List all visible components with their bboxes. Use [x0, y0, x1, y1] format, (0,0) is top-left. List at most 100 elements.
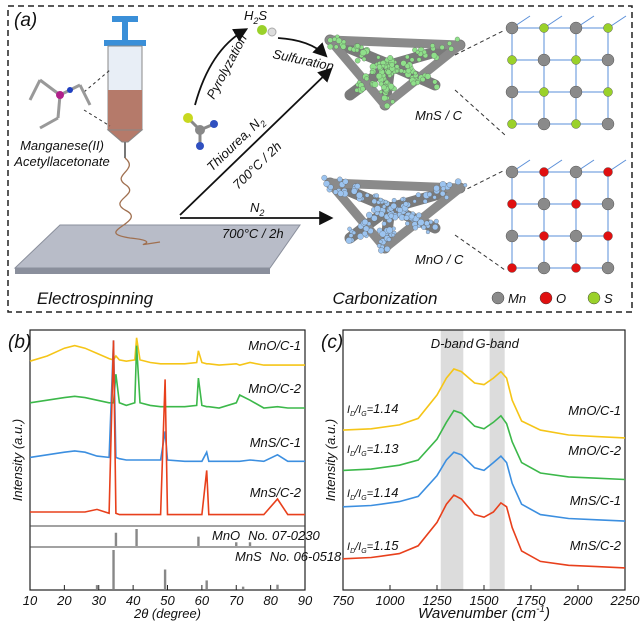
zoom-line	[454, 234, 506, 271]
particle	[381, 221, 387, 227]
plunger-rod	[122, 22, 128, 42]
x-tick-label: 2000	[563, 593, 594, 608]
atom	[537, 53, 551, 67]
atom	[537, 197, 551, 211]
particle	[391, 198, 397, 203]
particle	[415, 50, 420, 55]
reference-peak	[95, 585, 99, 589]
particle	[403, 215, 410, 221]
particle	[394, 68, 400, 74]
ratio-label: ID/IG=1.14	[347, 401, 398, 418]
particle	[420, 76, 426, 82]
atom	[539, 231, 549, 241]
step-label: Electrospinning	[37, 289, 154, 308]
particle	[416, 212, 422, 219]
atom	[505, 21, 519, 35]
o-atom	[67, 87, 73, 93]
reference-peak	[248, 542, 252, 546]
reference-peak	[163, 569, 167, 589]
atom	[601, 197, 615, 211]
n2-label: N2	[250, 200, 264, 218]
particle	[416, 57, 422, 62]
t: 2	[257, 118, 268, 129]
series-line	[342, 368, 626, 439]
particle	[375, 73, 383, 80]
particle	[448, 46, 454, 52]
particle	[440, 186, 446, 191]
legend-label: Mn	[508, 291, 526, 306]
atom	[505, 229, 519, 243]
ratio-part: G	[361, 451, 367, 458]
legend-swatch	[491, 291, 505, 305]
x-tick-label: 1250	[423, 593, 453, 608]
particle	[359, 49, 367, 56]
zoom-line	[83, 109, 111, 127]
particle	[354, 88, 359, 93]
reference-label: MnS No. 06-0518	[235, 549, 342, 564]
particle	[387, 55, 394, 61]
particle	[347, 226, 352, 232]
needle	[124, 142, 126, 158]
particle	[374, 193, 380, 199]
series-label: MnS/C-1	[250, 435, 301, 450]
particle	[439, 190, 446, 197]
particle	[415, 192, 421, 198]
atom	[569, 85, 583, 99]
particle	[351, 230, 357, 235]
solution	[108, 90, 142, 130]
particle	[335, 37, 343, 44]
precursor-label: Acetyllacetonate	[13, 154, 109, 169]
series-label: MnO/C-1	[248, 338, 301, 353]
particle	[432, 224, 439, 231]
x-axis-label: 2θ (degree)	[133, 606, 201, 621]
particle	[408, 213, 415, 220]
particle	[369, 70, 375, 75]
x-tick-label: 50	[160, 593, 175, 608]
ratio-part: I	[347, 444, 350, 456]
particle	[382, 204, 387, 209]
particle	[431, 52, 438, 59]
particle	[371, 198, 377, 205]
particle	[386, 226, 394, 234]
particle	[363, 225, 370, 232]
particle	[433, 218, 439, 224]
particle	[379, 230, 387, 238]
particle	[433, 84, 440, 90]
x-tick-label: 1000	[376, 593, 406, 608]
atom	[571, 55, 581, 65]
ratio-part: /I	[354, 404, 361, 416]
particle	[383, 199, 388, 204]
mn-atom	[56, 91, 64, 99]
atom	[569, 229, 583, 243]
ratio-label: ID/IG=1.14	[347, 485, 398, 502]
fiber	[115, 157, 161, 246]
particle	[341, 39, 347, 45]
particle	[384, 79, 389, 85]
reference-name: MnO	[212, 528, 240, 543]
atom	[569, 21, 583, 35]
ratio-value: 1.13	[373, 441, 399, 456]
particle	[374, 205, 381, 213]
reference-name: MnS	[235, 549, 262, 564]
particle	[403, 201, 409, 207]
ratio-part: G	[361, 411, 367, 418]
legend-swatch	[539, 291, 553, 305]
reference-peak	[205, 580, 208, 589]
particle	[390, 99, 395, 105]
particle	[342, 178, 349, 185]
atom	[571, 199, 581, 209]
band	[440, 330, 464, 590]
particle	[354, 183, 361, 190]
atom	[539, 23, 549, 33]
atom	[537, 117, 551, 131]
x-tick-label: 10	[23, 593, 38, 608]
band-label: D-band	[431, 336, 474, 351]
h2s-label: H2S	[244, 8, 267, 26]
particle	[355, 43, 361, 49]
particle	[327, 43, 334, 50]
ratio-part: /I	[354, 541, 361, 553]
particle	[400, 197, 405, 202]
particle	[371, 215, 378, 222]
